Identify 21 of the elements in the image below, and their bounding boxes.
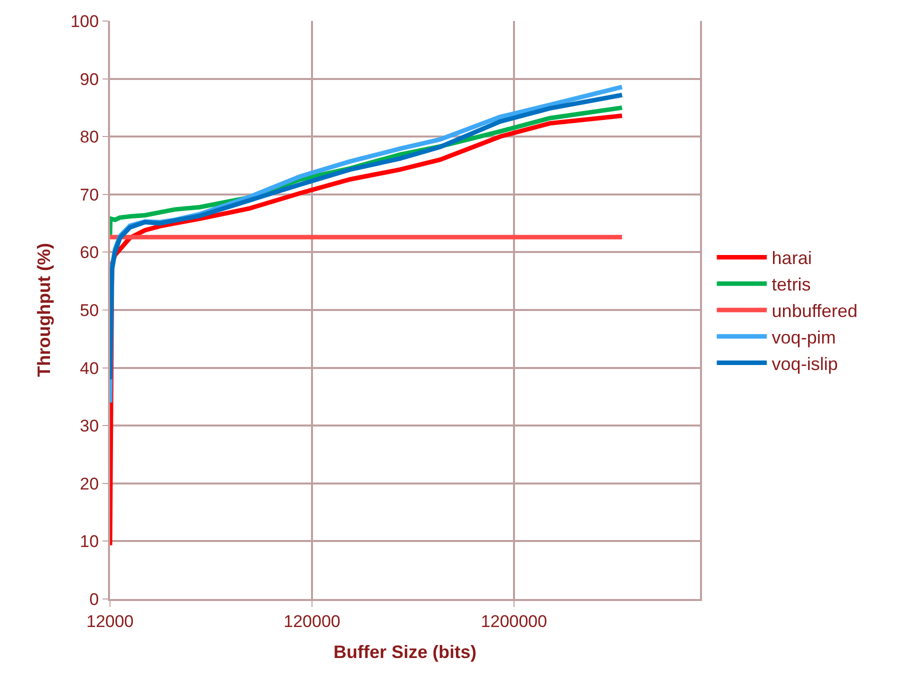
y-tick-label: 30 bbox=[80, 416, 99, 436]
y-tick-label: 0 bbox=[89, 590, 99, 609]
legend-label: unbuffered bbox=[772, 301, 858, 322]
legend-label: tetris bbox=[772, 274, 811, 295]
y-axis-title: Throughput (%) bbox=[34, 243, 54, 377]
y-tick-label: 100 bbox=[70, 12, 99, 31]
x-tick-label: 120000 bbox=[284, 612, 340, 632]
legend-label: harai bbox=[772, 248, 812, 268]
x-axis-title: Buffer Size (bits) bbox=[333, 642, 477, 662]
legend-label: voq-pim bbox=[772, 327, 836, 348]
y-tick-label: 80 bbox=[80, 128, 99, 147]
y-tick-label: 10 bbox=[80, 532, 99, 552]
y-tick-label: 20 bbox=[80, 474, 99, 494]
legend-label: voq-islip bbox=[772, 354, 838, 374]
y-tick-label: 70 bbox=[80, 185, 99, 204]
y-tick-label: 50 bbox=[80, 300, 99, 320]
y-tick-label: 60 bbox=[80, 243, 99, 262]
x-tick-label: 12000 bbox=[86, 612, 134, 632]
x-tick-label: 1200000 bbox=[480, 612, 548, 632]
y-tick-label: 40 bbox=[80, 358, 99, 378]
y-tick-label: 90 bbox=[80, 70, 99, 89]
